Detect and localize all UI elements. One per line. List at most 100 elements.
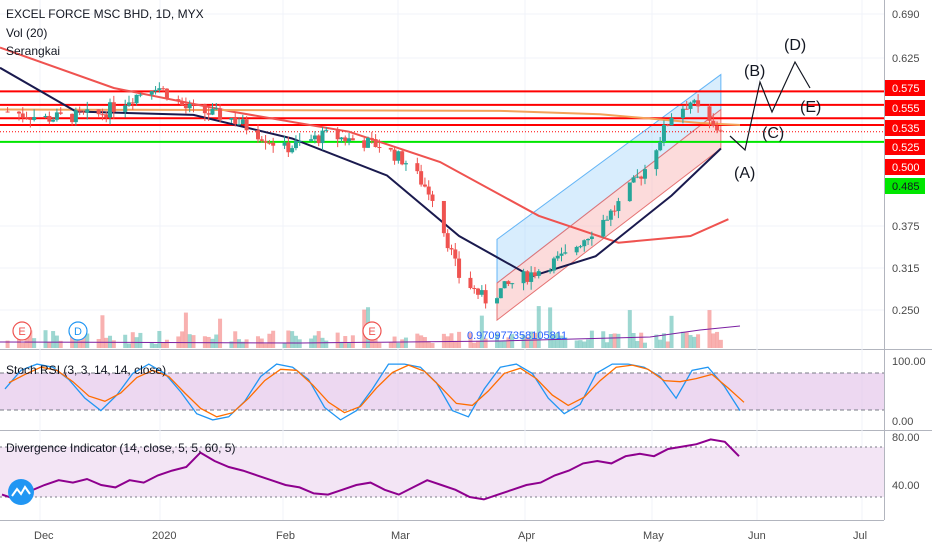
candle-body — [111, 102, 116, 112]
candle-body — [290, 148, 295, 153]
divergence-tick: 40.00 — [892, 480, 920, 492]
candle-body — [665, 124, 670, 126]
volume-bar — [669, 315, 674, 348]
candle-body — [696, 100, 701, 107]
volume-bar — [692, 336, 697, 348]
volume-bar — [688, 335, 693, 348]
volume-bar — [449, 333, 454, 348]
candle-body — [24, 117, 29, 119]
volume-bar — [218, 318, 223, 348]
volume-bar — [422, 337, 427, 348]
volume-bar — [665, 341, 670, 348]
candle-body — [237, 124, 242, 126]
candle-body — [347, 138, 352, 142]
candle-body — [47, 115, 52, 122]
volume-bar — [445, 336, 450, 348]
candle-body — [259, 139, 264, 141]
candle-body — [138, 94, 143, 96]
candle-body — [369, 137, 374, 140]
candle-body — [58, 112, 63, 114]
candle-body — [422, 184, 427, 187]
volume-bar — [696, 334, 701, 348]
candle-body — [309, 139, 314, 141]
candle-body — [324, 129, 329, 131]
volume-bar — [635, 341, 640, 348]
price-tick: 0.690 — [892, 9, 920, 21]
candle-body — [286, 142, 291, 153]
time-tick: Apr — [518, 530, 535, 542]
symbol-title: EXCEL FORCE MSC BHD, 1D, MYX — [6, 7, 204, 21]
volume-bar — [244, 339, 249, 348]
candle-body — [639, 176, 644, 179]
level-tag-text: 0.500 — [892, 162, 920, 174]
wave-label-e: (E) — [800, 99, 821, 116]
volume-bar — [483, 338, 488, 348]
price-tick: 0.250 — [892, 305, 920, 317]
green-level-tag: 0.485 — [885, 178, 925, 194]
volume-bar — [81, 333, 86, 348]
candle-body — [312, 135, 317, 140]
candle-body — [377, 147, 382, 149]
event-marker-earnings[interactable]: E — [362, 321, 382, 341]
stoch-k-line[interactable] — [4, 363, 741, 421]
candle-body — [574, 246, 579, 253]
candle-body — [680, 108, 685, 118]
candle-body — [498, 288, 503, 299]
volume-bar — [77, 340, 82, 348]
volume-bar — [282, 342, 287, 348]
volume-bar — [403, 337, 408, 348]
stoch-d-line[interactable] — [8, 364, 745, 418]
wave-label-b: (B) — [744, 63, 765, 80]
volume-bar — [58, 340, 63, 348]
grid — [0, 0, 884, 520]
volume-bar — [85, 333, 90, 348]
event-marker-earnings[interactable]: E — [12, 321, 32, 341]
candle-body — [536, 271, 541, 276]
volume-bar — [214, 334, 219, 348]
candle-body — [586, 239, 591, 241]
candle-body — [244, 119, 249, 131]
candle-body — [54, 112, 59, 120]
candle-body — [661, 124, 666, 142]
candle-body — [521, 271, 526, 284]
time-tick: Dec — [34, 530, 54, 542]
candle-body — [183, 104, 188, 109]
divergence-line[interactable] — [1, 438, 740, 501]
candle-body — [126, 102, 131, 106]
volume-bars — [0, 306, 741, 348]
volume-bar — [616, 333, 621, 348]
ma-orange-line[interactable] — [0, 108, 741, 126]
volume-bar — [202, 336, 207, 348]
volume-bar — [28, 330, 33, 348]
ma-red-line[interactable] — [0, 46, 729, 244]
level-tag — [885, 120, 925, 136]
candle-body — [635, 176, 640, 178]
candle-body — [130, 102, 135, 104]
volume-bar — [586, 339, 591, 348]
volume-bar — [468, 332, 473, 348]
volume-bar — [255, 336, 260, 348]
ma-navy-line[interactable] — [0, 66, 722, 278]
candle-body — [176, 99, 181, 101]
volume-bar — [47, 341, 52, 348]
divergence-band — [0, 447, 884, 497]
volume-bar — [233, 331, 238, 348]
candle-body — [161, 88, 166, 90]
candle-body — [73, 110, 78, 123]
tradingview-logo-icon[interactable] — [8, 479, 34, 505]
candle-body — [96, 109, 101, 115]
candle-body — [582, 240, 587, 247]
candles[interactable] — [5, 82, 723, 309]
volume-bar — [324, 340, 329, 348]
candle-body — [214, 108, 219, 110]
volume-bar — [574, 340, 579, 348]
volume-bar — [506, 337, 511, 348]
volume-bar — [297, 339, 302, 348]
level-tags: 0.575 0.555 0.535 0.525 0.500 — [885, 80, 925, 175]
candle-body — [605, 219, 610, 221]
event-marker-dividend[interactable]: D — [68, 321, 88, 341]
candle-body — [495, 298, 500, 304]
volume-bar — [589, 330, 594, 348]
wave-projection[interactable] — [729, 60, 811, 152]
